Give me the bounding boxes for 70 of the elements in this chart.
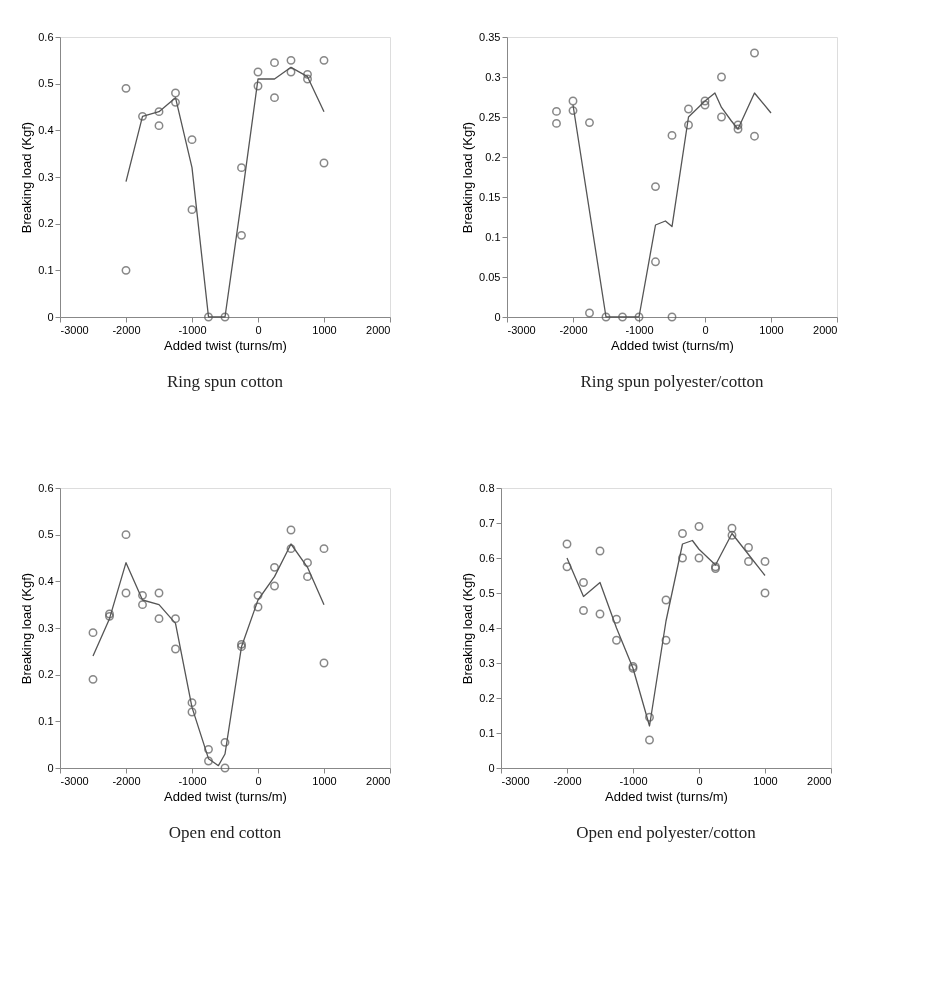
- text: Ring spun cotton: [166, 372, 284, 391]
- y-tick-label: 0: [47, 310, 54, 323]
- x-tick-label: -1000: [178, 774, 207, 787]
- text: Open end polyester/cotton: [576, 823, 757, 842]
- x-tick-label: 2000: [366, 323, 391, 336]
- x-axis-title: Added twist (turns/m): [164, 788, 287, 804]
- x-tick-label: 0: [696, 774, 703, 787]
- text: Open end cotton: [168, 823, 282, 842]
- x-tick-label: -3000: [501, 774, 530, 787]
- y-tick-label: 0.4: [38, 574, 54, 587]
- y-tick-label: 0.05: [479, 270, 501, 283]
- y-tick-label: 0.5: [479, 586, 495, 599]
- x-tick-label: -3000: [507, 323, 536, 336]
- y-tick-label: 0.3: [38, 170, 54, 183]
- y-tick-label: 0.8: [479, 481, 495, 494]
- x-tick-label: 2000: [366, 774, 391, 787]
- y-tick-label: 0.3: [479, 656, 495, 669]
- y-tick-label: 0.4: [38, 123, 54, 136]
- y-axis-title: Breaking load (Kgf): [19, 121, 35, 234]
- x-tick-label: -2000: [112, 774, 141, 787]
- y-tick-label: 0.5: [38, 528, 54, 541]
- line-series: [125, 66, 325, 318]
- line-series: [92, 543, 325, 767]
- x-tick-label: 1000: [312, 774, 337, 787]
- y-tick-label: 0: [494, 310, 501, 323]
- x-tick-label: -2000: [559, 323, 588, 336]
- y-tick-label: 0.3: [485, 70, 501, 83]
- y-tick-label: 0.15: [479, 190, 501, 203]
- x-tick-label: -1000: [178, 323, 207, 336]
- x-axis-title: Added twist (turns/m): [164, 337, 287, 353]
- y-tick-label: 0.35: [479, 30, 501, 43]
- x-tick-label: -2000: [112, 323, 141, 336]
- x-tick-label: -3000: [60, 774, 89, 787]
- x-tick-label: 0: [702, 323, 709, 336]
- text: Ring spun polyester/cotton: [580, 372, 765, 391]
- y-tick-label: 0.1: [485, 230, 501, 243]
- x-axis-title: Added twist (turns/m): [605, 788, 728, 804]
- y-tick-label: 0.2: [38, 668, 54, 681]
- x-tick-label: -3000: [60, 323, 89, 336]
- line-series: [572, 92, 772, 318]
- x-tick-label: -1000: [625, 323, 654, 336]
- x-tick-label: 1000: [753, 774, 778, 787]
- y-axis-title: Breaking load (Kgf): [460, 572, 476, 685]
- y-tick-label: 0: [488, 761, 495, 774]
- y-tick-label: 0.5: [38, 77, 54, 90]
- y-tick-label: 0.4: [479, 621, 495, 634]
- y-tick-label: 0.2: [479, 691, 495, 704]
- y-tick-label: 0.2: [485, 150, 501, 163]
- y-tick-label: 0.7: [479, 516, 495, 529]
- x-tick-label: 1000: [759, 323, 784, 336]
- y-tick-label: 0.1: [479, 726, 495, 739]
- x-tick-label: 0: [255, 323, 262, 336]
- x-tick-label: -1000: [619, 774, 648, 787]
- y-tick-label: 0.25: [479, 110, 501, 123]
- y-tick-label: 0.1: [38, 263, 54, 276]
- x-tick-label: 1000: [312, 323, 337, 336]
- y-tick-label: 0.2: [38, 217, 54, 230]
- y-tick-label: 0.6: [38, 481, 54, 494]
- y-axis-title: Breaking load (Kgf): [19, 572, 35, 685]
- x-tick-label: 2000: [813, 323, 838, 336]
- x-tick-label: 0: [255, 774, 262, 787]
- y-axis-title: Breaking load (Kgf): [460, 121, 476, 234]
- y-tick-label: 0.3: [38, 621, 54, 634]
- x-tick-label: 2000: [807, 774, 832, 787]
- x-axis-title: Added twist (turns/m): [611, 337, 734, 353]
- y-tick-label: 0.6: [38, 30, 54, 43]
- y-tick-label: 0.1: [38, 714, 54, 727]
- x-tick-label: -2000: [553, 774, 582, 787]
- y-tick-label: 0.6: [479, 551, 495, 564]
- y-tick-label: 0: [47, 761, 54, 774]
